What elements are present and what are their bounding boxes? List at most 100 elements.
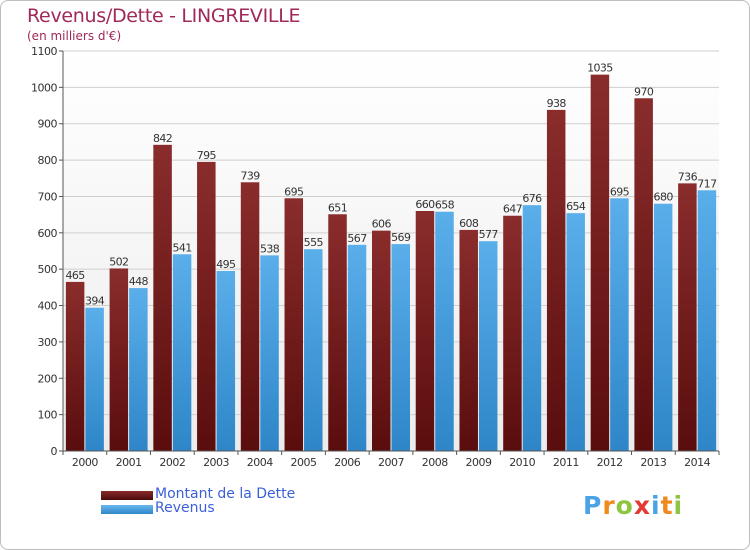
data-label-debt: 938 [547,97,567,110]
data-label-debt: 651 [328,201,347,214]
legend-swatch-debt [101,491,153,500]
bar-debt [634,98,653,451]
data-label-debt: 695 [284,185,304,198]
y-tick-label: 400 [38,300,58,313]
x-tick-label: 2001 [116,456,142,469]
logo-letter: x [633,491,651,520]
data-label-revenue: 495 [216,258,236,271]
data-label-debt: 795 [197,149,217,162]
bar-debt [197,161,216,451]
legend-label-revenue: Revenus [155,500,215,516]
y-tick-label: 700 [38,190,58,203]
x-tick-label: 2006 [334,456,360,469]
y-tick-label: 600 [38,227,58,240]
logo-letter: i [651,491,661,520]
plot-background [63,51,719,451]
bar-debt [284,198,304,451]
bar-debt [65,281,85,451]
x-tick-label: 2014 [684,456,710,469]
data-label-revenue: 394 [85,295,105,308]
x-tick-label: 2013 [640,456,666,469]
y-tick-label: 200 [38,372,58,385]
y-tick-label: 800 [38,154,58,167]
bar-debt [678,183,697,451]
bar-debt [153,144,172,451]
data-label-debt: 736 [678,170,698,183]
bar-revenue [347,244,367,451]
bar-debt [240,182,260,452]
data-label-revenue: 541 [172,241,191,254]
data-label-revenue: 717 [697,177,717,190]
bar-debt [503,215,522,451]
bar-debt [459,229,478,451]
y-tick-label: 100 [38,409,58,422]
x-tick-label: 2008 [422,456,448,469]
bar-debt [546,109,566,451]
bar-revenue [85,307,104,451]
x-tick-label: 2009 [465,456,491,469]
logo-letter: o [615,491,634,520]
bar-revenue [129,288,148,451]
data-label-revenue: 654 [566,200,586,213]
y-tick-label: 0 [51,445,58,458]
bar-debt [109,268,129,451]
bar-revenue [610,198,629,451]
data-label-debt: 606 [372,218,392,231]
bar-revenue [260,255,279,451]
data-label-revenue: 555 [304,236,324,249]
y-tick-label: 300 [38,336,58,349]
x-tick-label: 2010 [509,456,535,469]
bar-revenue [172,254,192,451]
data-label-revenue: 448 [129,275,149,288]
logo-letter: t [660,491,674,520]
bar-revenue [653,203,673,451]
bar-revenue [522,205,542,451]
x-tick-label: 2007 [378,456,404,469]
legend-label-debt: Montant de la Dette [155,486,296,502]
bar-revenue [391,244,410,451]
bar-revenue [697,190,717,452]
bar-debt [328,214,347,451]
data-label-debt: 739 [240,169,260,182]
data-label-revenue: 680 [654,191,674,204]
proxiti-logo: Proxiti [583,491,683,520]
bar-debt [415,211,435,451]
data-label-revenue: 569 [391,231,411,244]
bar-debt [590,74,610,452]
data-label-debt: 647 [503,203,523,216]
y-tick-label: 500 [38,263,58,276]
y-tick-label: 900 [38,118,58,131]
chart-subtitle: (en milliers d'€) [27,29,122,43]
x-tick-label: 2005 [291,456,317,469]
bar-revenue [566,213,585,451]
data-label-revenue: 538 [260,242,280,255]
x-tick-label: 2011 [553,456,579,469]
data-label-revenue: 695 [610,185,630,198]
bar-revenue [435,211,454,451]
data-label-debt: 465 [66,269,86,282]
data-label-debt: 608 [459,217,479,230]
x-tick-label: 2000 [72,456,98,469]
logo-letter: P [583,491,603,520]
legend-swatch-revenue [101,505,153,514]
data-label-debt: 660 [415,198,435,211]
data-label-debt: 842 [153,132,172,145]
y-tick-label: 1100 [31,45,57,58]
logo-letter: i [673,491,684,520]
logo-letter: r [602,491,616,520]
bar-revenue [304,249,323,451]
data-label-revenue: 567 [347,232,367,245]
x-tick-label: 2003 [203,456,229,469]
data-label-revenue: 676 [522,192,542,205]
x-tick-label: 2004 [247,456,273,469]
data-label-debt: 1035 [587,62,613,75]
x-tick-label: 2012 [597,456,623,469]
x-tick-label: 2002 [159,456,185,469]
data-label-revenue: 577 [479,228,499,241]
chart-title: Revenus/Dette - LINGREVILLE [27,5,301,27]
data-label-debt: 502 [109,255,128,268]
y-tick-label: 1000 [31,81,57,94]
bar-revenue [478,241,498,451]
